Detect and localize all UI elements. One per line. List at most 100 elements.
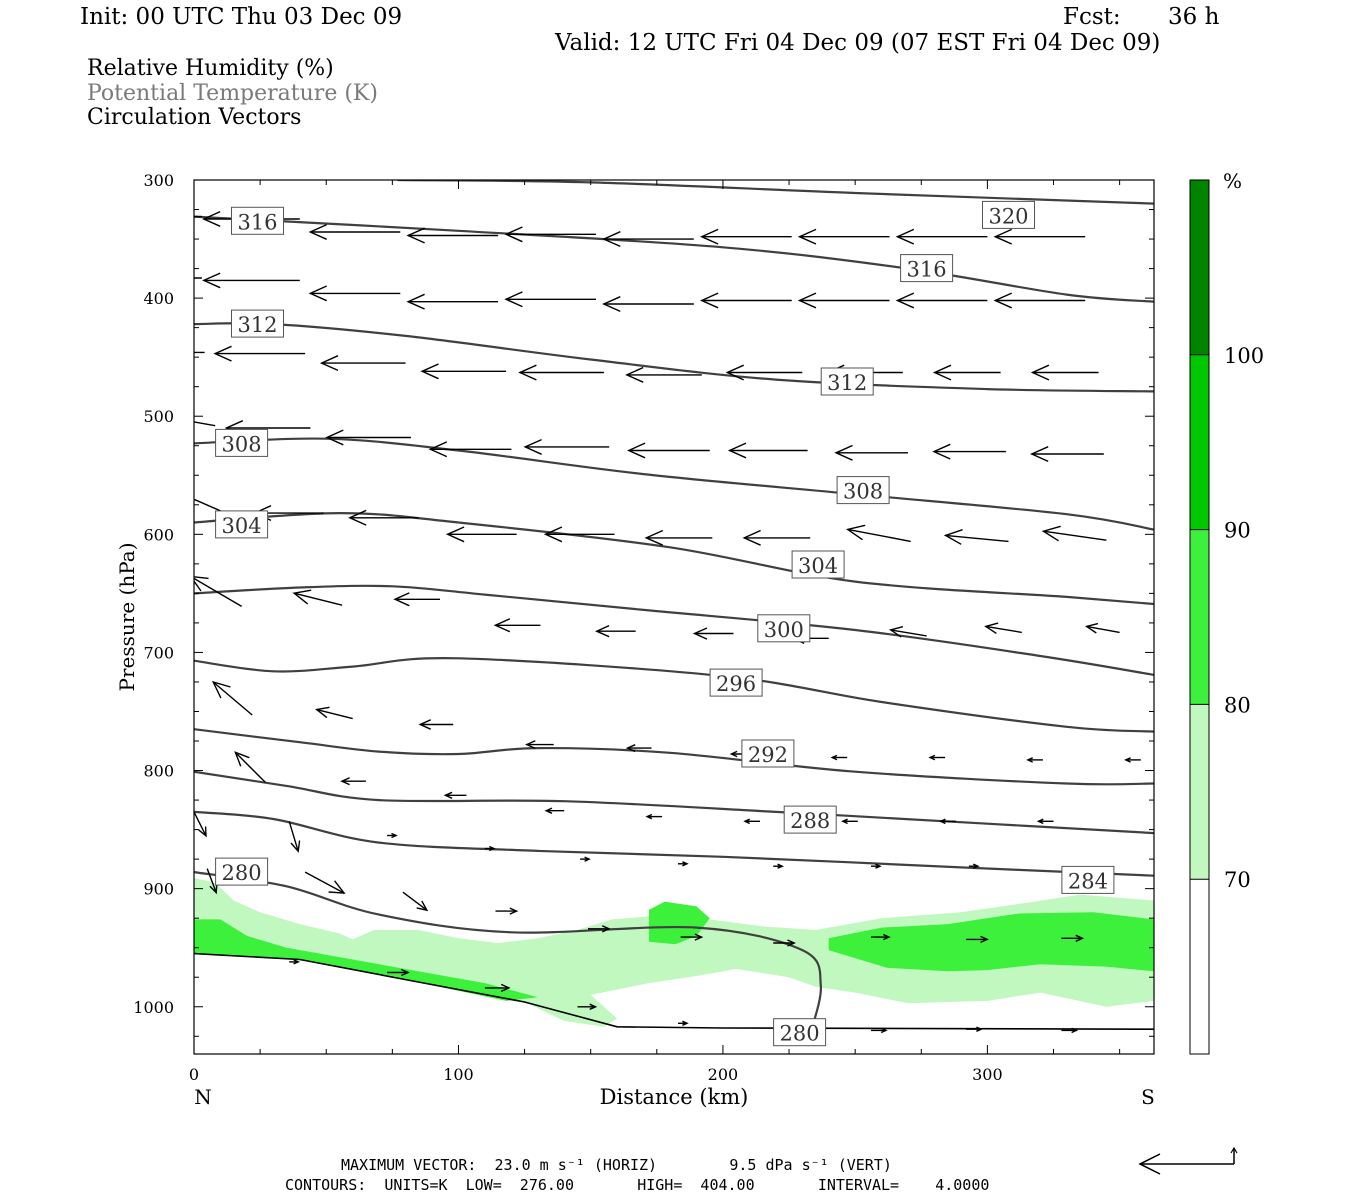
contour-label-text: 304 (798, 554, 838, 578)
colorbar-tick-label: 70 (1224, 868, 1251, 892)
circulation-vector (194, 277, 202, 279)
circulation-vector (834, 444, 908, 461)
rh-region-80 (194, 919, 538, 1001)
circulation-vector (1041, 525, 1107, 542)
circulation-vector (932, 364, 1001, 381)
rh-region-70 (194, 878, 1154, 1027)
circulation-vector (871, 863, 882, 869)
circulation-vector (1030, 364, 1099, 381)
circulation-vector (504, 291, 596, 308)
circulation-vector (340, 777, 366, 786)
circulation-vector (725, 364, 803, 381)
circulation-vector (773, 863, 784, 869)
circulation-vector (387, 968, 410, 977)
theta-contour-layer (194, 180, 1154, 1035)
contour-label: 320 (982, 200, 1035, 229)
contour-label: 308 (215, 428, 269, 457)
x-axis-label: Distance (km) (600, 1085, 749, 1109)
circulation-vector (993, 228, 1086, 245)
circulation-vector (348, 509, 419, 526)
circulation-vector (319, 355, 406, 372)
x-tick-label: 0 (189, 1065, 199, 1084)
rh-region-80 (828, 912, 1154, 972)
circulation-vector (644, 529, 713, 546)
y-tick-label: 1000 (133, 998, 174, 1017)
circulation-vector (387, 832, 398, 839)
circulation-vector (968, 863, 980, 869)
y-tick-label: 700 (143, 643, 174, 662)
circulation-vector (443, 791, 467, 799)
circulation-vector (895, 292, 988, 309)
terrain-layer (194, 952, 1154, 1030)
circulation-vector (742, 529, 811, 546)
x-end-label-north: N (194, 1085, 212, 1109)
circulation-vector (888, 626, 927, 638)
circulation-vector (418, 719, 454, 730)
circulation-vector (1124, 757, 1141, 763)
circulation-vector (841, 818, 858, 825)
circulation-vector (194, 811, 207, 838)
circulation-vector (743, 818, 760, 825)
circulation-vector (966, 935, 989, 944)
circulation-vector (984, 622, 1022, 634)
circulation-vector (993, 292, 1086, 309)
colorbar-segment (1190, 354, 1209, 530)
contour-label: 312 (820, 367, 874, 396)
circulation-vector (206, 868, 218, 895)
y-tick-label: 900 (143, 880, 174, 899)
colorbar-segment (1190, 529, 1209, 705)
circulation-vector (797, 228, 890, 245)
circulation-vector (194, 576, 242, 608)
x-tick-label: 200 (708, 1065, 739, 1084)
contour-label-text: 292 (748, 743, 788, 767)
circulation-vector (1026, 757, 1043, 763)
theta-contour-284 (194, 810, 1154, 877)
theta-contour-296 (194, 657, 1154, 733)
colorbar-segment (1190, 180, 1209, 355)
contour-label-text: 308 (843, 480, 883, 504)
circulation-vector (939, 818, 956, 825)
circulation-vector (588, 925, 611, 933)
contour-label: 308 (836, 476, 890, 505)
forecast-label: Fcst: (1063, 4, 1121, 30)
circulation-vector (932, 443, 1006, 460)
theta-contour-308 (194, 437, 1154, 531)
rh-region-80 (648, 901, 710, 945)
theta-contour-316 (194, 215, 1154, 303)
circulation-vector (895, 228, 988, 245)
circulation-vector (1036, 818, 1054, 825)
circulation-vector (234, 751, 266, 783)
x-tick-label: 300 (972, 1065, 1003, 1084)
circulation-vector (544, 807, 565, 814)
circulation-vector (194, 421, 216, 427)
circulation-vector (699, 228, 792, 245)
circulation-vector (1061, 1027, 1079, 1034)
init-time: Init: 00 UTC Thu 03 Dec 09 (80, 4, 403, 30)
circulation-vector (308, 285, 401, 302)
contour-label-text: 288 (790, 809, 830, 833)
contour-label: 280 (773, 1018, 827, 1047)
circulation-vector (577, 1003, 598, 1010)
field-potential-temperature: Potential Temperature (K) (87, 81, 378, 106)
circulation-vector (518, 364, 604, 381)
theta-contour-280 (194, 871, 822, 1035)
theta-contour-292 (194, 728, 1154, 786)
circulation-vector (495, 907, 519, 915)
contour-label: 280 (215, 857, 269, 886)
circulation-vector (292, 589, 343, 606)
circulation-vector (406, 227, 499, 244)
circulation-vector (966, 1026, 983, 1032)
circulation-vector (445, 526, 517, 543)
contour-label-text: 296 (716, 672, 756, 696)
circulation-vector (315, 706, 353, 720)
circulation-vector (678, 1020, 689, 1026)
y-tick-label: 800 (143, 762, 174, 781)
contour-info: CONTOURS: UNITS=K LOW= 276.00 HIGH= 404.… (285, 1176, 990, 1194)
colorbar-tick-label: 100 (1224, 344, 1264, 368)
circulation-vector (846, 524, 911, 543)
field-relative-humidity: Relative Humidity (%) (87, 56, 334, 81)
circulation-vector (580, 856, 591, 862)
circulation-vector (484, 845, 496, 852)
circulation-vector (871, 1027, 888, 1034)
plot-frame (193, 179, 1155, 1055)
